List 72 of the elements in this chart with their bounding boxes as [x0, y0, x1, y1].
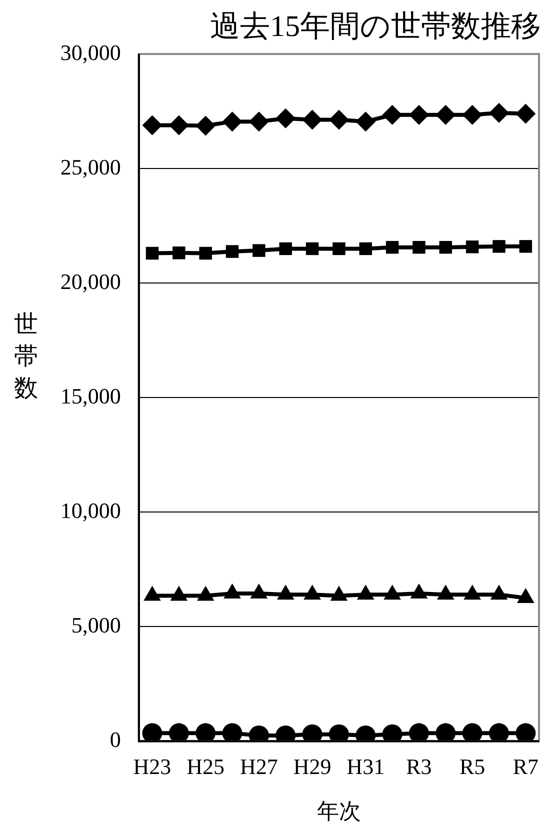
- x-tick-label: H25: [186, 754, 225, 780]
- y-tick-label: 25,000: [60, 154, 121, 180]
- point: [408, 104, 429, 125]
- point: [492, 240, 506, 253]
- point: [306, 242, 319, 256]
- point: [517, 588, 534, 604]
- y-tick-label: 5,000: [71, 612, 121, 638]
- point: [384, 584, 401, 600]
- point: [462, 723, 482, 742]
- point: [332, 242, 346, 256]
- point: [382, 104, 402, 125]
- point: [328, 110, 349, 130]
- point: [168, 723, 189, 742]
- y-tick-label: 0: [110, 726, 121, 752]
- point: [168, 115, 189, 136]
- point: [386, 240, 399, 254]
- y-tick-label: 10,000: [60, 498, 121, 523]
- x-tick-label: H23: [133, 754, 172, 780]
- point: [226, 245, 239, 258]
- point: [516, 104, 536, 124]
- point: [252, 244, 266, 257]
- x-tick-label: R7: [512, 754, 539, 780]
- point: [304, 584, 321, 600]
- x-tick-label: H29: [293, 754, 332, 780]
- point: [196, 116, 216, 136]
- x-axis-title: 年次: [316, 798, 361, 824]
- chart-title: 過去15年間の世帯数推移: [210, 10, 541, 43]
- point: [172, 246, 186, 260]
- point: [330, 586, 348, 601]
- point: [302, 110, 322, 130]
- point: [466, 240, 479, 254]
- point: [519, 240, 532, 253]
- y-tick-label: 30,000: [60, 40, 121, 65]
- point: [144, 586, 161, 601]
- point: [412, 240, 426, 254]
- x-tick-label: H31: [346, 754, 385, 780]
- y-tick-label: 20,000: [60, 268, 121, 294]
- point: [356, 584, 374, 600]
- point: [222, 112, 242, 132]
- point: [224, 583, 241, 598]
- y-tick-label: 15,000: [60, 383, 121, 408]
- point: [142, 723, 162, 742]
- point: [276, 108, 296, 128]
- point: [146, 246, 159, 260]
- point: [279, 242, 292, 256]
- point: [359, 242, 372, 256]
- point: [490, 584, 508, 600]
- point: [436, 104, 456, 125]
- point: [408, 723, 429, 742]
- y-axis-title: 世帯数: [14, 312, 38, 402]
- point: [436, 723, 456, 742]
- point: [222, 723, 242, 742]
- point: [436, 584, 454, 600]
- point: [462, 104, 482, 125]
- point: [410, 583, 428, 598]
- point: [196, 586, 214, 601]
- point: [516, 723, 536, 742]
- x-tick-label: H27: [240, 754, 278, 780]
- x-tick-label: R3: [406, 754, 432, 780]
- point: [439, 240, 452, 254]
- point: [488, 723, 509, 742]
- point: [488, 102, 509, 123]
- point: [464, 584, 481, 600]
- point: [199, 246, 212, 260]
- point: [142, 115, 162, 136]
- x-tick-label: R5: [459, 754, 486, 780]
- point: [170, 586, 188, 601]
- point: [250, 583, 268, 598]
- point: [276, 584, 294, 600]
- point: [196, 723, 216, 742]
- point: [248, 112, 269, 132]
- point: [356, 112, 376, 132]
